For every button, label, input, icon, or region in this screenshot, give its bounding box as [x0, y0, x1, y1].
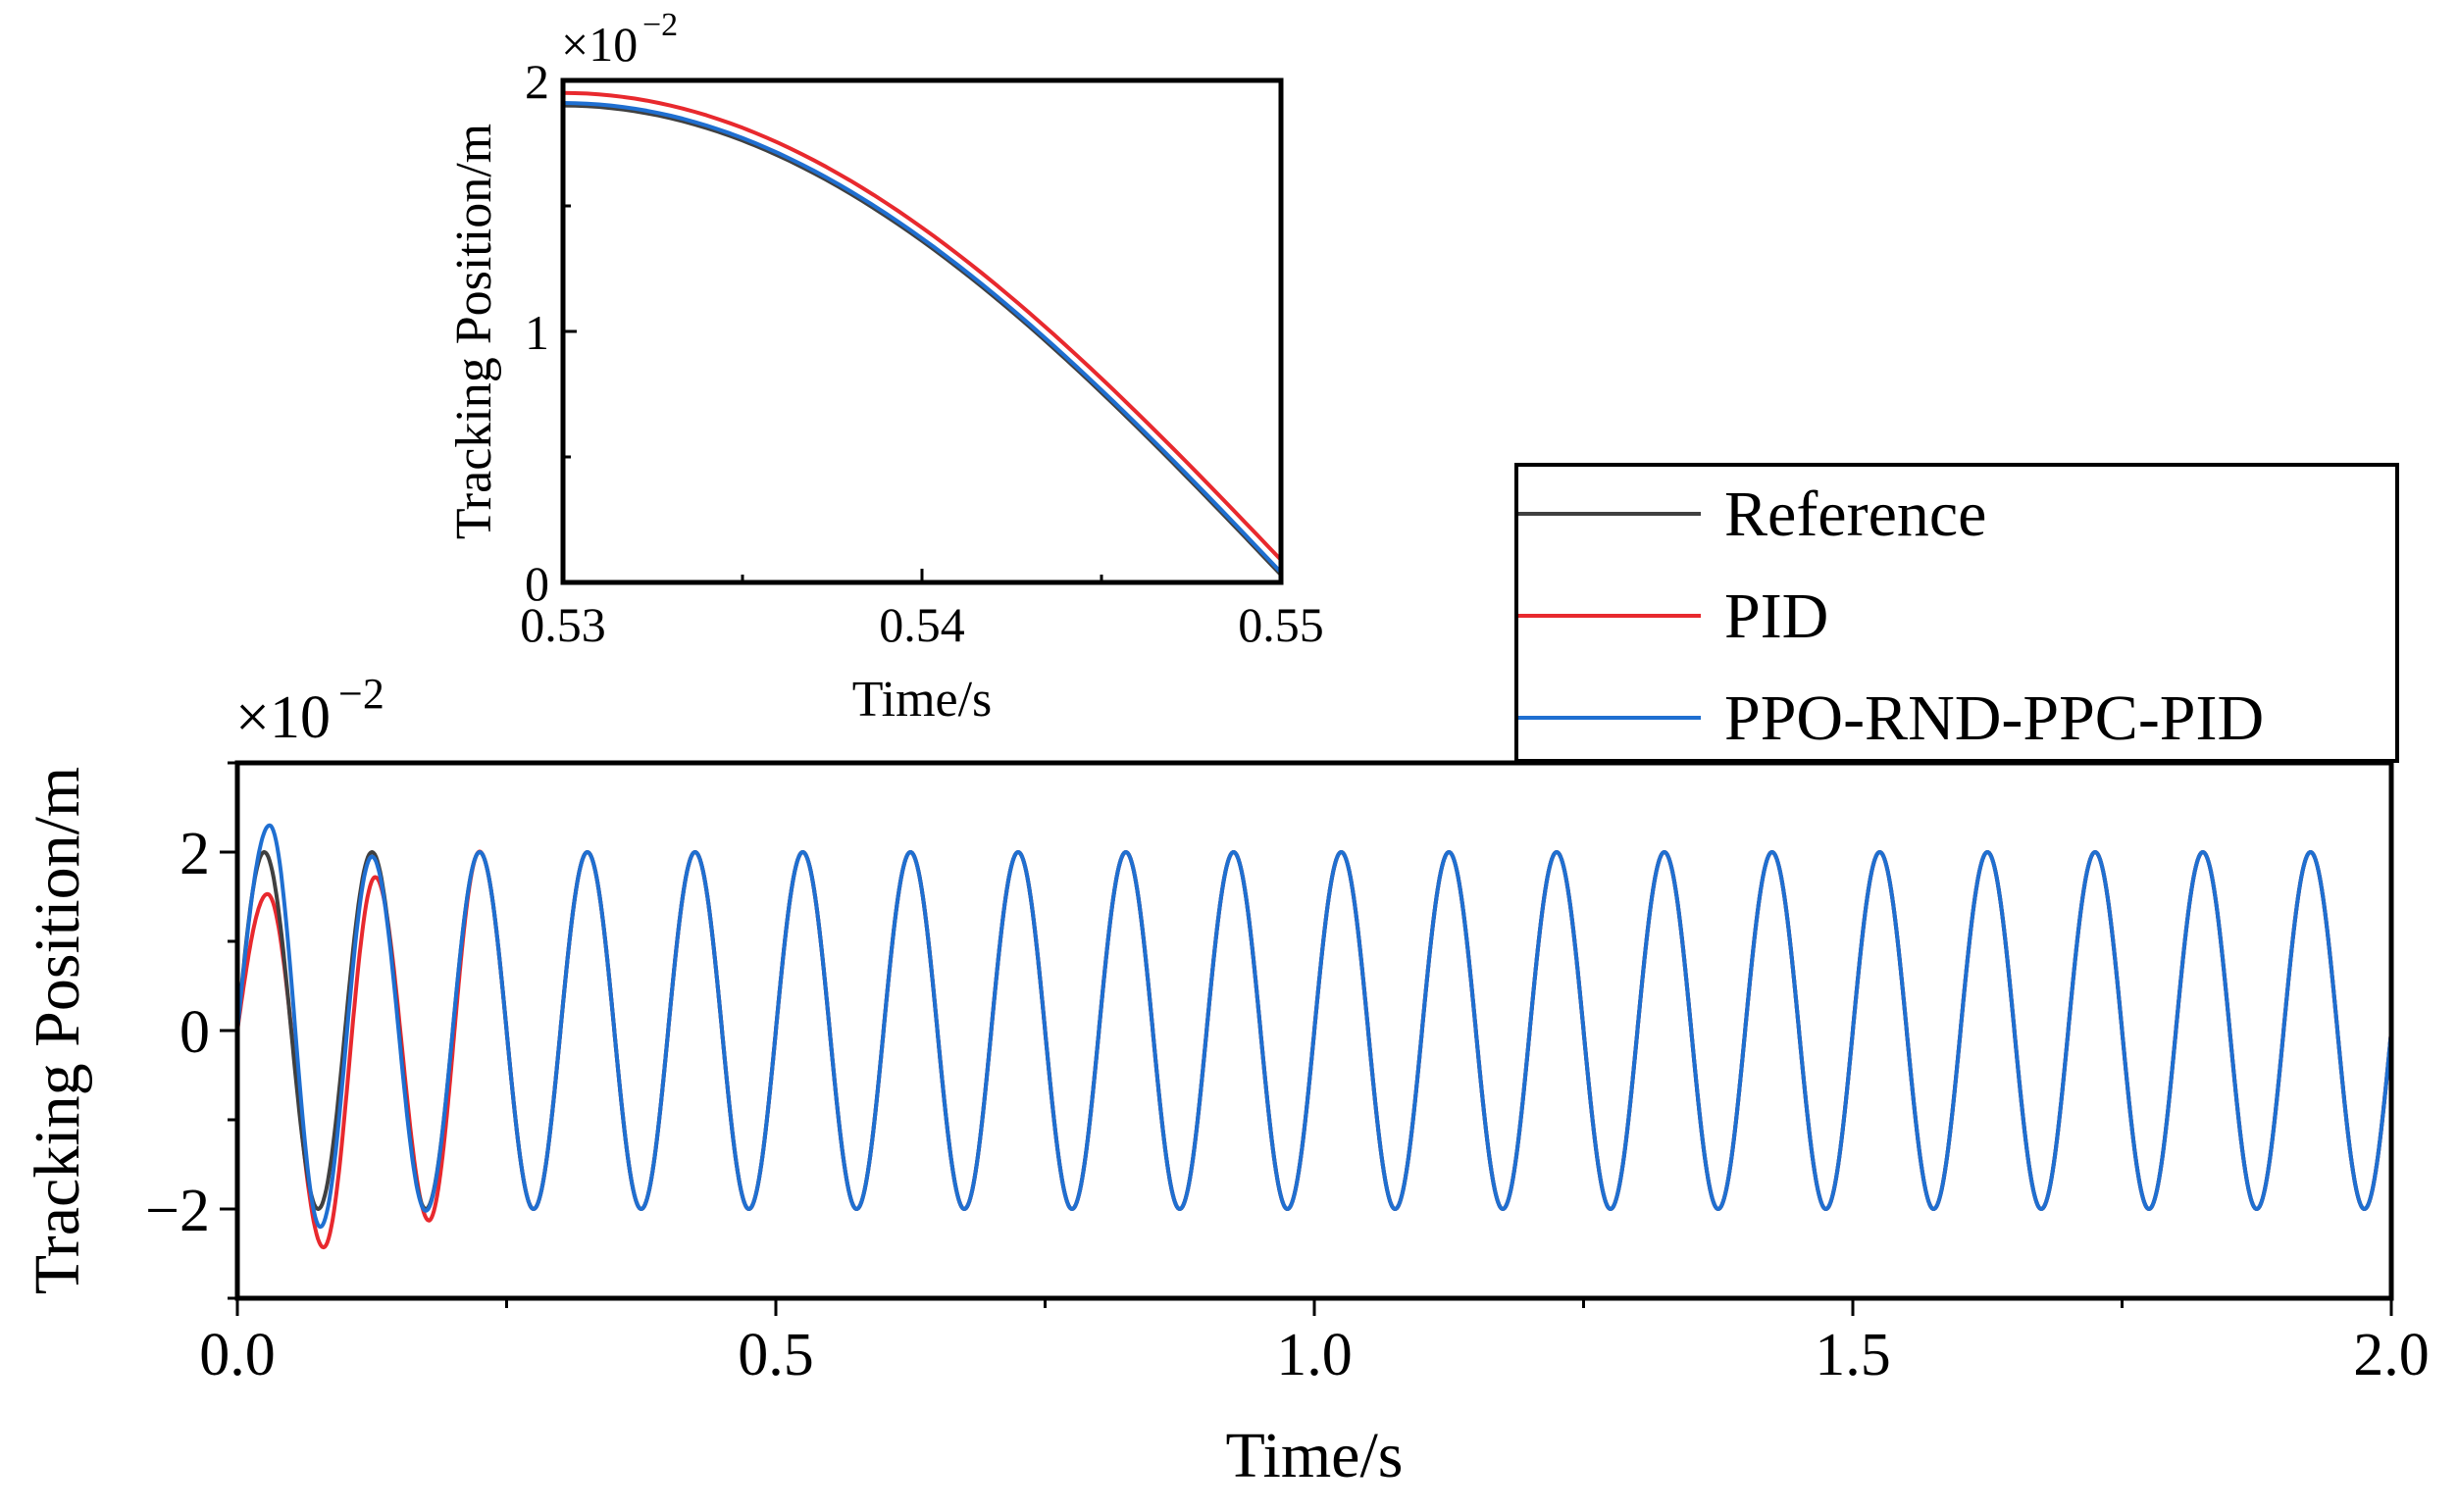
inset-chart: 0.53 0.54 0.55 0 1 2 Time/s Tracking Positio…	[446, 7, 1324, 728]
main-x-tick-label: 2.0	[2353, 1322, 2430, 1388]
legend-label-reference: Reference	[1724, 479, 1986, 550]
main-x-tick-label: 0.0	[199, 1322, 276, 1388]
inset-x-tick-label: 0.55	[1238, 597, 1324, 652]
inset-y-tick-label: 2	[525, 54, 549, 109]
inset-x-tick-label: 0.53	[520, 597, 606, 652]
legend-item-reference: Reference	[1518, 479, 1986, 550]
inset-y-tick-label: 1	[525, 305, 549, 360]
inset-y-multiplier-exponent: −2	[642, 7, 678, 43]
inset-y-tick-label: 0	[525, 556, 549, 611]
inset-x-axis-label: Time/s	[852, 672, 993, 728]
main-y-tick-label: 0	[179, 999, 210, 1066]
main-y-multiplier-base: ×10	[235, 684, 331, 751]
main-x-axis-label: Time/s	[1226, 1420, 1404, 1491]
main-x-ticks: 0.0 0.5 1.0 1.5 2.0	[199, 1298, 2430, 1388]
main-chart: 0.0 0.5 1.0 1.5 2.0 −2 0 2 Time/s Tracking Pos…	[22, 670, 2430, 1491]
legend-label-ppo-rnd-ppc-pid: PPO-RND-PPC-PID	[1724, 682, 2264, 754]
main-y-multiplier-exponent: −2	[338, 670, 384, 718]
main-y-tick-label: −2	[145, 1178, 210, 1244]
legend-item-pid: PID	[1518, 580, 1828, 652]
inset-x-ticks: 0.53 0.54 0.55	[520, 569, 1324, 652]
inset-x-tick-label: 0.54	[879, 597, 965, 652]
inset-background	[563, 80, 1281, 582]
legend-item-ppo-rnd-ppc-pid: PPO-RND-PPC-PID	[1518, 682, 2264, 754]
main-series-ppo-rnd-ppc-pid	[235, 823, 2393, 1230]
main-x-tick-label: 1.0	[1276, 1322, 1353, 1388]
inset-y-multiplier: ×10 −2	[561, 7, 678, 72]
inset-series-ppo-rnd-ppc-pid	[562, 101, 1283, 575]
inset-y-axis-label: Tracking Position/m	[446, 124, 502, 539]
main-y-tick-label: 2	[179, 821, 210, 887]
main-x-tick-label: 0.5	[738, 1322, 814, 1388]
main-y-ticks: −2 0 2	[145, 761, 237, 1300]
inset-y-ticks: 0 1 2	[525, 54, 577, 611]
inset-y-multiplier-base: ×10	[561, 17, 638, 72]
main-y-axis-label: Tracking Position/m	[22, 767, 93, 1294]
legend: Reference PID PPO-RND-PPC-PID	[1514, 463, 2399, 763]
inset-series-group	[562, 90, 1283, 577]
legend-label-pid: PID	[1724, 580, 1828, 652]
main-series-group	[235, 823, 2393, 1250]
main-x-tick-label: 1.5	[1815, 1322, 1891, 1388]
inset-series-pid	[562, 90, 1283, 562]
main-y-multiplier: ×10 −2	[235, 670, 384, 751]
